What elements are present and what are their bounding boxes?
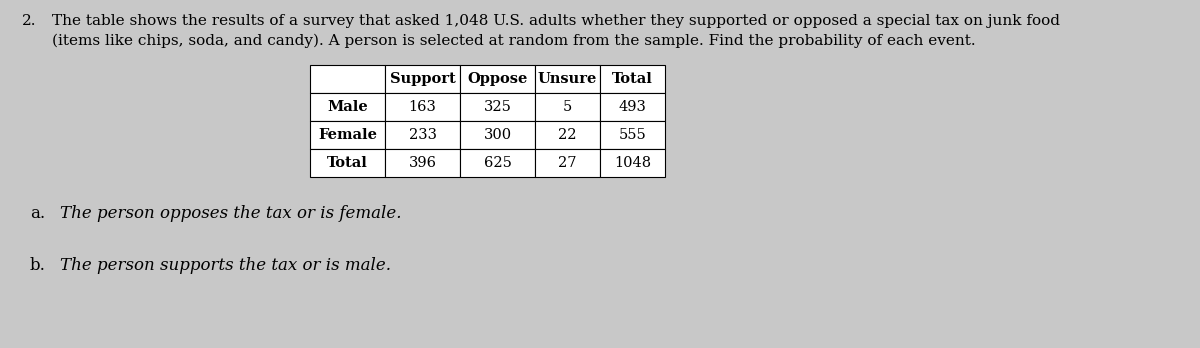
Text: 493: 493 <box>618 100 647 114</box>
Text: 22: 22 <box>558 128 577 142</box>
Text: Support: Support <box>390 72 455 86</box>
Text: 625: 625 <box>484 156 511 170</box>
Bar <box>385 65 460 93</box>
Text: 27: 27 <box>558 156 577 170</box>
Text: Total: Total <box>328 156 368 170</box>
Bar <box>535 93 600 121</box>
Bar <box>460 65 535 93</box>
Text: The table shows the results of a survey that asked 1,048 U.S. adults whether the: The table shows the results of a survey … <box>52 14 1060 28</box>
Bar <box>600 93 665 121</box>
Text: (items like chips, soda, and candy). A person is selected at random from the sam: (items like chips, soda, and candy). A p… <box>52 34 976 48</box>
Text: The person supports the tax or is male.: The person supports the tax or is male. <box>60 257 391 274</box>
Text: b.: b. <box>30 257 46 274</box>
Bar <box>460 149 535 177</box>
Text: 2.: 2. <box>22 14 36 28</box>
Text: 555: 555 <box>619 128 647 142</box>
Text: The person opposes the tax or is female.: The person opposes the tax or is female. <box>60 205 402 222</box>
Text: Total: Total <box>612 72 653 86</box>
Bar <box>385 121 460 149</box>
Bar <box>535 149 600 177</box>
Bar <box>535 121 600 149</box>
Text: 300: 300 <box>484 128 511 142</box>
Bar <box>535 65 600 93</box>
Text: Unsure: Unsure <box>538 72 598 86</box>
Text: 163: 163 <box>408 100 437 114</box>
Text: Female: Female <box>318 128 377 142</box>
Bar <box>385 93 460 121</box>
Text: 5: 5 <box>563 100 572 114</box>
Text: Oppose: Oppose <box>467 72 528 86</box>
Bar <box>460 93 535 121</box>
Bar <box>600 65 665 93</box>
Bar <box>310 121 385 149</box>
Text: 325: 325 <box>484 100 511 114</box>
Bar <box>600 149 665 177</box>
Text: 396: 396 <box>408 156 437 170</box>
Bar <box>385 149 460 177</box>
Text: 1048: 1048 <box>614 156 652 170</box>
Text: Male: Male <box>328 100 368 114</box>
Bar <box>310 93 385 121</box>
Bar <box>460 121 535 149</box>
Bar <box>310 65 385 93</box>
Bar <box>600 121 665 149</box>
Bar <box>310 149 385 177</box>
Text: 233: 233 <box>408 128 437 142</box>
Text: a.: a. <box>30 205 46 222</box>
